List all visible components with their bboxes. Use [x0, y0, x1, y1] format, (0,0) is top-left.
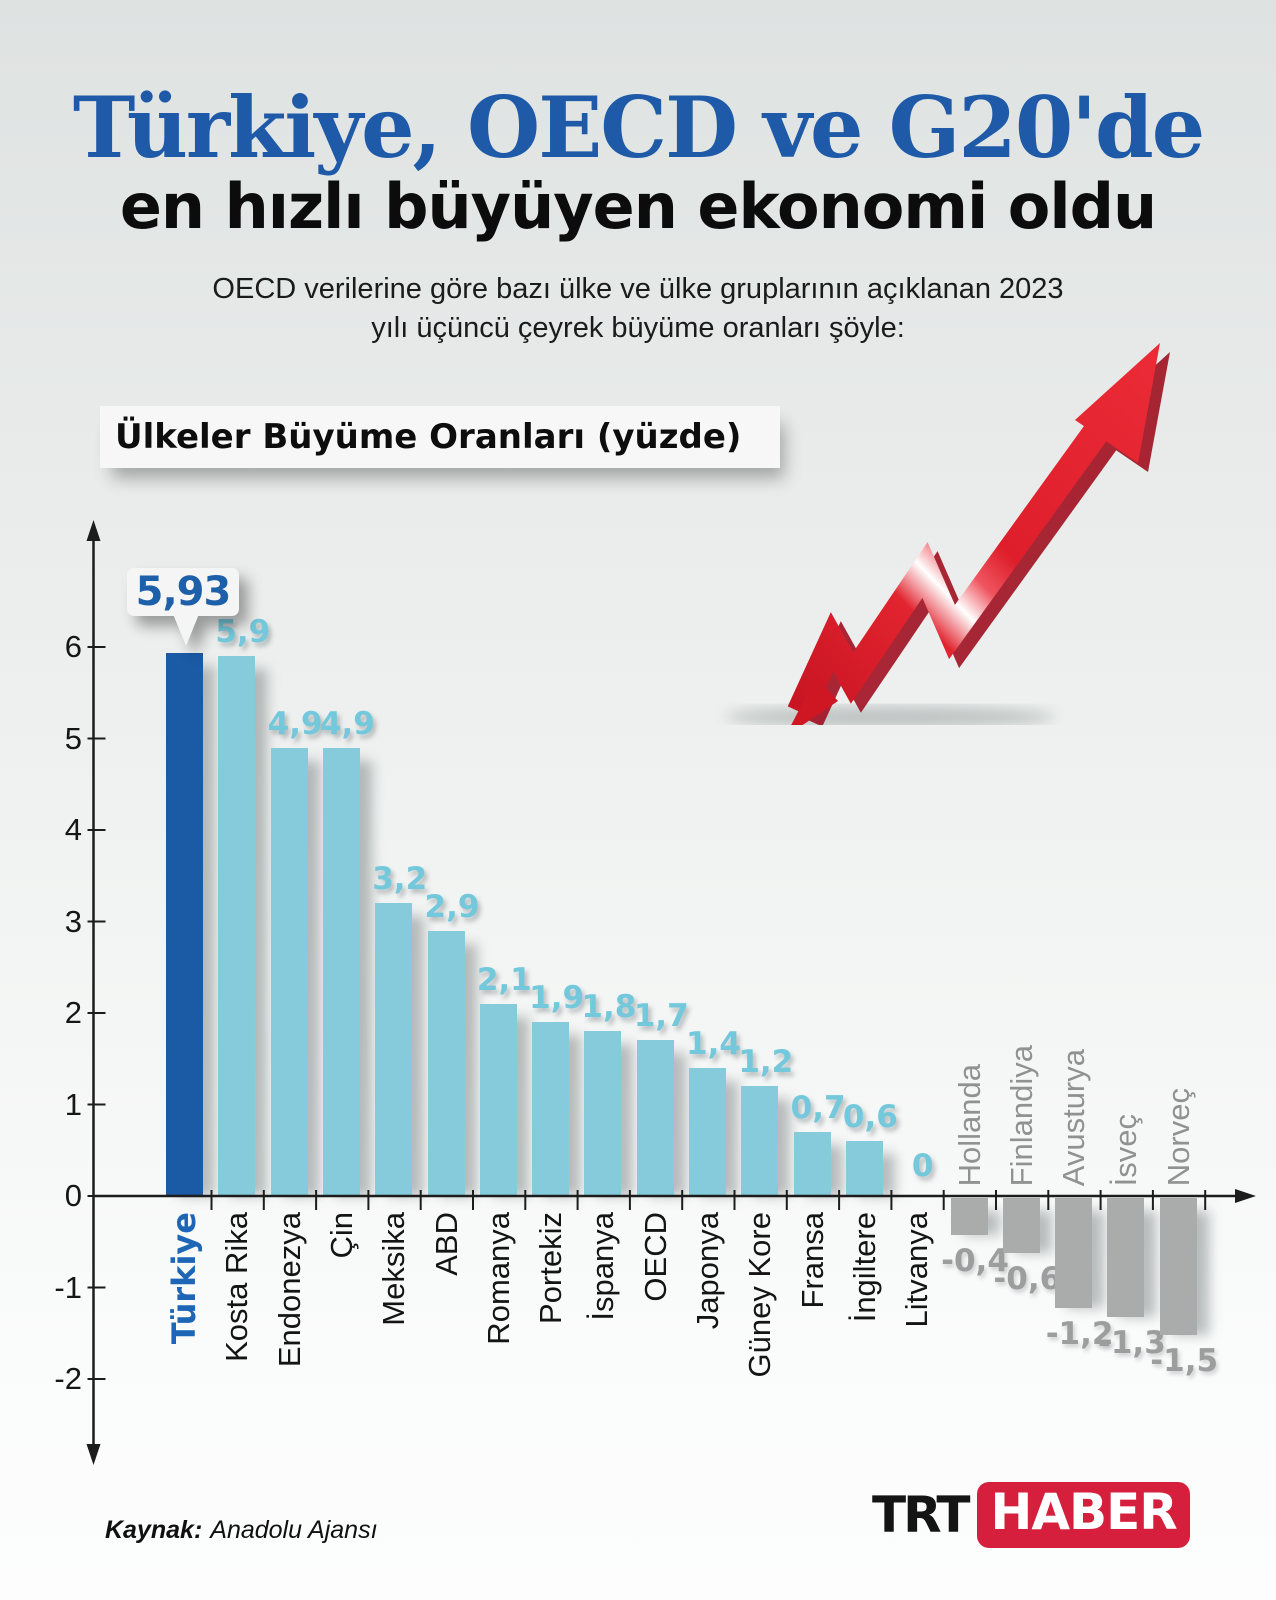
- bar-turkiye: [166, 653, 203, 1196]
- bar-isvec: [1107, 1198, 1145, 1317]
- bar-value-label: -0,6: [993, 1260, 1062, 1297]
- trt-haber-logo: TRT HABER: [872, 1482, 1190, 1548]
- title-line1: Türkiye, OECD ve G20'de: [72, 78, 1205, 177]
- bar-value-label: 0: [911, 1148, 934, 1184]
- bar-abd: [427, 930, 465, 1196]
- source-value: Anadolu Ajansı: [210, 1516, 378, 1544]
- logo-trt-text: TRT: [872, 1486, 970, 1544]
- bar-value-label: 1,8: [581, 989, 637, 1026]
- source-note: Kaynak: Anadolu Ajansı: [105, 1516, 378, 1545]
- bar-endonezya: [270, 747, 308, 1196]
- bar-norvec: [1159, 1198, 1197, 1336]
- bar-value-label: 5,9: [215, 614, 271, 651]
- highlight-value: 5,93: [127, 568, 239, 616]
- bar-value-label: 1,7: [633, 998, 689, 1035]
- y-tick-label: 1: [64, 1086, 82, 1122]
- bar-hollanda: [950, 1198, 988, 1235]
- bar-kosta-rika: [218, 656, 256, 1196]
- bar-value-label: 1,9: [529, 980, 585, 1017]
- bar-value-label: 2,9: [424, 888, 480, 925]
- bar-romanya: [479, 1003, 517, 1196]
- chart-title: Ülkeler Büyüme Oranları (yüzde): [115, 417, 742, 457]
- description-line2: yılı üçüncü çeyrek büyüme oranları şöyle…: [371, 312, 905, 344]
- arrow-tip-start: [791, 677, 838, 725]
- bar-meksika: [375, 903, 413, 1196]
- y-tick-label: 3: [64, 903, 82, 939]
- bar-value-label: -1,3: [1097, 1324, 1166, 1361]
- bar-value-label: -0,4: [941, 1242, 1009, 1279]
- callout-tail: [173, 614, 199, 646]
- bar-finlandiya: [1002, 1198, 1040, 1253]
- y-tick-label: -2: [54, 1361, 82, 1396]
- trend-up-arrow-icon: [725, 343, 1170, 725]
- y-tick-label: 2: [64, 995, 82, 1030]
- bar-value-label: 0,7: [790, 1089, 846, 1126]
- bar-guney-kore: [741, 1086, 779, 1196]
- bar-value-label: 1,2: [738, 1044, 794, 1081]
- y-axis-arrow-top-icon: [86, 520, 101, 541]
- description-line1: OECD verilerine göre bazı ülke ve ülke g…: [212, 273, 1064, 305]
- bar-ispanya: [584, 1031, 622, 1196]
- description: OECD verilerine göre bazı ülke ve ülke g…: [0, 270, 1276, 348]
- logo-haber-badge: HABER: [977, 1482, 1190, 1548]
- bar-value-label: 0,6: [842, 1099, 898, 1136]
- highlight-callout: 5,93: [127, 568, 239, 646]
- y-tick-label: 4: [64, 812, 82, 847]
- y-tick-label: -1: [54, 1269, 82, 1305]
- title-line2: en hızlı büyüyen ekonomi oldu: [119, 170, 1157, 243]
- bar-japonya: [689, 1067, 726, 1196]
- bar-value-label: 1,4: [686, 1025, 741, 1062]
- chart-title-box: Ülkeler Büyüme Oranları (yüzde): [100, 406, 780, 468]
- y-axis-arrow-bottom-icon: [86, 1444, 101, 1465]
- bar-avusturya: [1055, 1198, 1093, 1308]
- y-tick-label: 5: [64, 720, 82, 756]
- bar-value-label: 4,9: [319, 705, 375, 742]
- bar-ingiltere: [845, 1141, 883, 1196]
- bar-value-label: -1,2: [1045, 1315, 1114, 1352]
- y-tick-label: 6: [64, 629, 82, 664]
- y-tick-label: 0: [64, 1178, 82, 1213]
- source-label: Kaynak:: [105, 1516, 203, 1544]
- bar-cin: [322, 747, 360, 1196]
- bar-oecd: [636, 1040, 674, 1196]
- bar-value-label: -1,5: [1150, 1343, 1219, 1380]
- arrow-head: [1075, 343, 1160, 463]
- bar-portekiz: [532, 1022, 570, 1196]
- bar-value-label: 3,2: [372, 861, 428, 898]
- x-axis-arrow-right-icon: [1235, 1189, 1256, 1203]
- bar-value-label: 4,9: [267, 705, 323, 742]
- bar-fransa: [793, 1131, 831, 1196]
- bar-value-label: 2,1: [476, 961, 532, 998]
